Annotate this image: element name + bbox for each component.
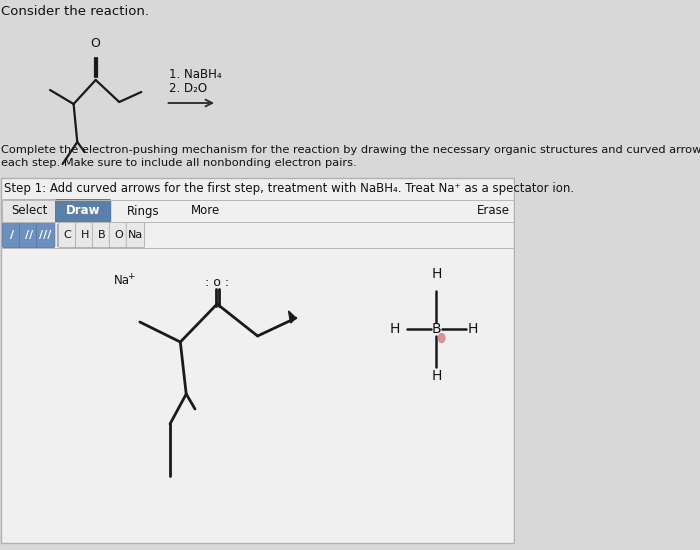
Text: Step 1: Add curved arrows for the first step, treatment with NaBH₄. Treat Na⁺ as: Step 1: Add curved arrows for the first … xyxy=(4,182,574,195)
Text: H: H xyxy=(431,369,442,383)
Text: +: + xyxy=(127,272,134,281)
FancyBboxPatch shape xyxy=(36,223,55,248)
Text: Select: Select xyxy=(11,205,48,217)
Text: O: O xyxy=(114,230,123,240)
Text: Erase: Erase xyxy=(477,205,510,217)
Text: : o :: : o : xyxy=(205,276,229,289)
Circle shape xyxy=(438,333,445,343)
FancyBboxPatch shape xyxy=(3,200,56,223)
Text: H: H xyxy=(389,322,400,336)
Text: C: C xyxy=(64,230,71,240)
FancyBboxPatch shape xyxy=(3,223,21,248)
Text: H: H xyxy=(468,322,477,336)
Text: O: O xyxy=(91,37,101,50)
Text: ///: /// xyxy=(39,230,52,240)
Text: //: // xyxy=(25,230,33,240)
Text: Complete the electron-pushing mechanism for the reaction by drawing the necessar: Complete the electron-pushing mechanism … xyxy=(1,145,700,155)
FancyBboxPatch shape xyxy=(109,223,127,248)
Text: H: H xyxy=(80,230,89,240)
FancyBboxPatch shape xyxy=(92,223,111,248)
FancyBboxPatch shape xyxy=(1,178,514,543)
Text: Draw: Draw xyxy=(66,205,100,217)
FancyBboxPatch shape xyxy=(20,223,38,248)
FancyBboxPatch shape xyxy=(55,200,111,223)
Text: B: B xyxy=(432,322,441,336)
FancyBboxPatch shape xyxy=(126,223,145,248)
Text: Na: Na xyxy=(114,274,130,287)
Text: More: More xyxy=(190,205,220,217)
Text: each step. Make sure to include all nonbonding electron pairs.: each step. Make sure to include all nonb… xyxy=(1,158,357,168)
Text: 1. NaBH₄: 1. NaBH₄ xyxy=(169,68,222,81)
Text: 2. D₂O: 2. D₂O xyxy=(169,82,207,95)
Text: Na: Na xyxy=(128,230,143,240)
Text: Rings: Rings xyxy=(127,205,159,217)
Text: B: B xyxy=(98,230,106,240)
Text: /: / xyxy=(10,230,14,240)
FancyBboxPatch shape xyxy=(59,223,77,248)
Text: Consider the reaction.: Consider the reaction. xyxy=(1,5,150,18)
FancyBboxPatch shape xyxy=(76,223,94,248)
Text: H: H xyxy=(431,267,442,281)
Polygon shape xyxy=(288,311,296,323)
